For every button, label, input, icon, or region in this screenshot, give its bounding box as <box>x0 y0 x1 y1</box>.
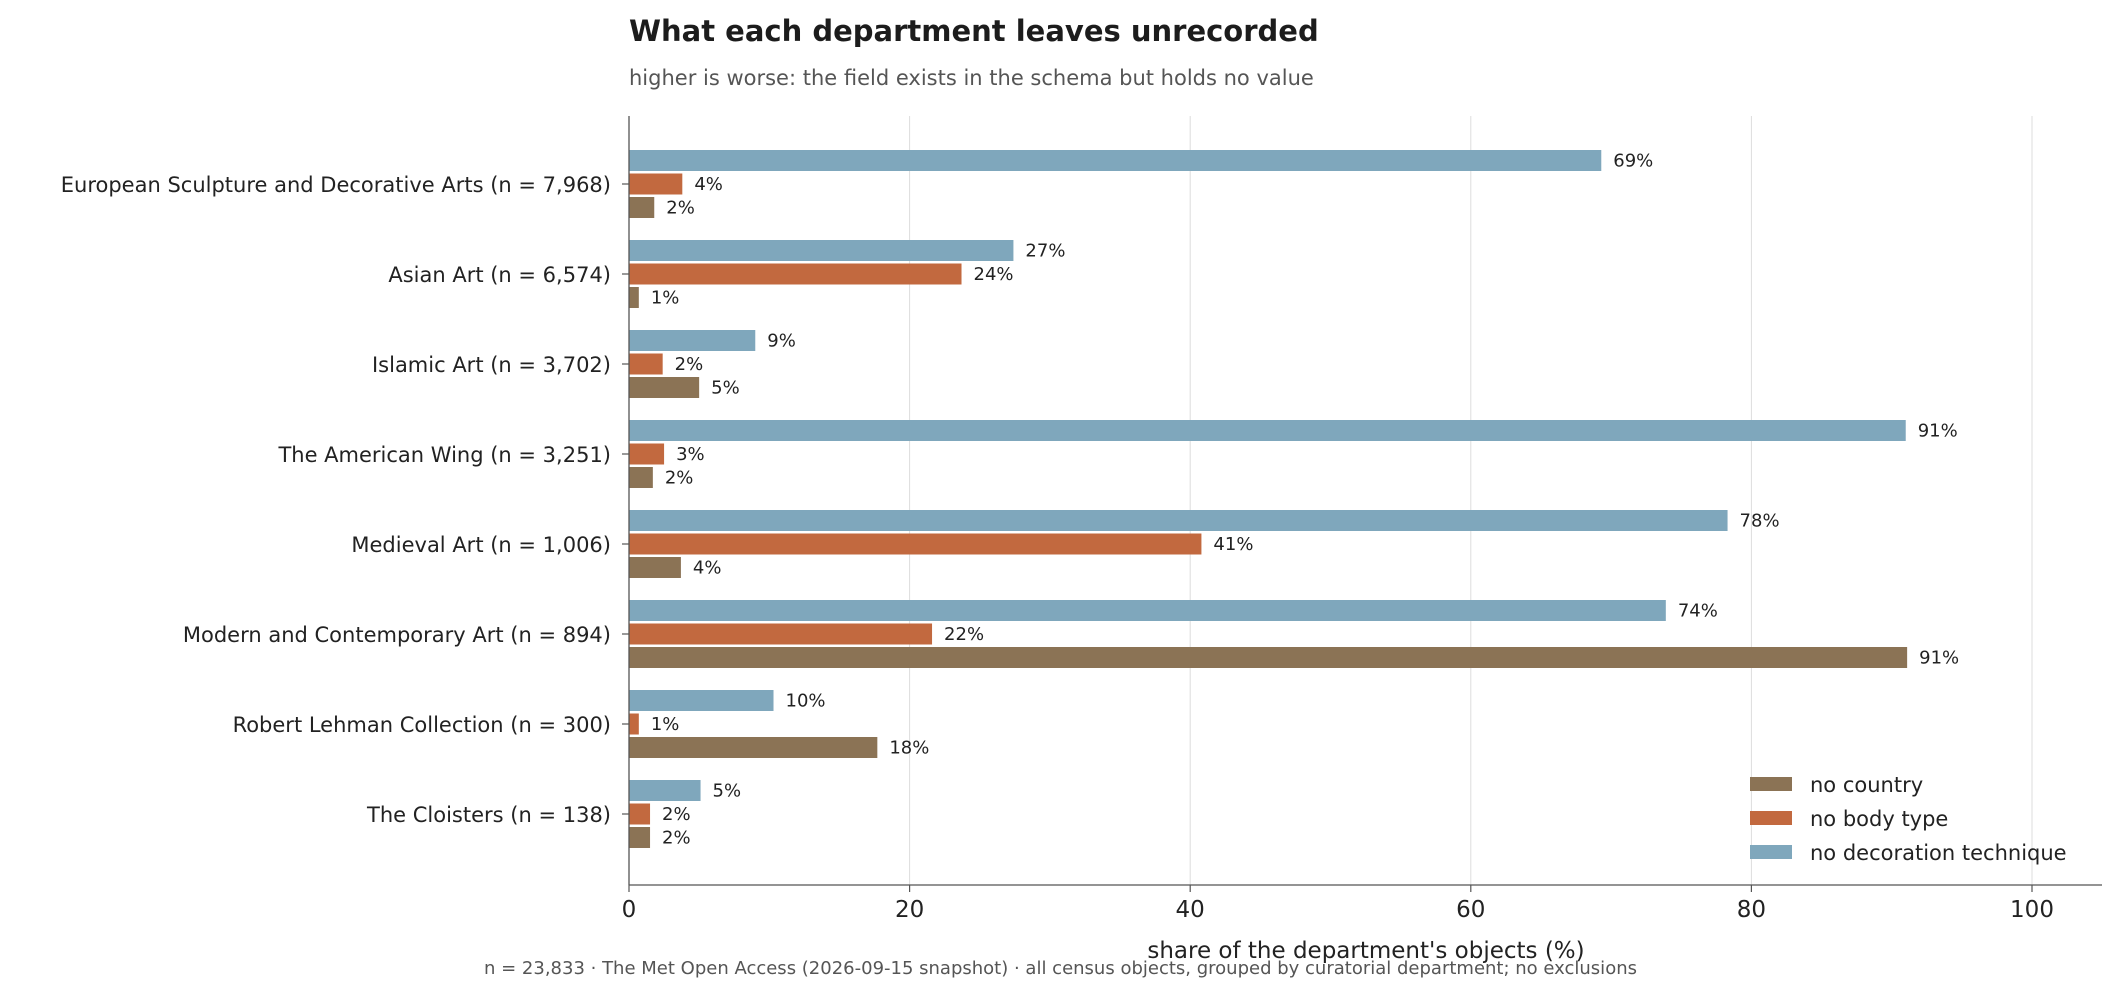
legend-label: no country <box>1810 773 1923 797</box>
category-label: Islamic Art (n = 3,702) <box>372 353 611 377</box>
value-label: 41% <box>1213 534 1253 555</box>
bar <box>629 287 639 308</box>
value-label: 2% <box>675 354 704 375</box>
x-tick-label: 100 <box>2010 897 2054 923</box>
axes: 0 20 40 60 80 100 share of the department's ob… <box>622 116 2102 964</box>
category-label: The Cloisters (n = 138) <box>366 803 611 827</box>
x-tick-label: 60 <box>1456 897 1485 923</box>
chart-title: What each department leaves unrecorded <box>629 14 1319 48</box>
value-label: 5% <box>711 378 740 399</box>
bar <box>629 377 700 398</box>
value-label: 69% <box>1613 151 1653 172</box>
value-label: 3% <box>676 444 705 465</box>
bar <box>629 557 681 578</box>
category-label: Modern and Contemporary Art (n = 894) <box>183 623 611 647</box>
bar <box>629 353 663 375</box>
value-label: 24% <box>974 264 1014 285</box>
chart-subtitle: higher is worse: the field exists in the… <box>629 66 1314 90</box>
bar <box>629 600 1666 621</box>
value-label: 2% <box>662 828 691 849</box>
x-tick-label: 0 <box>622 897 637 923</box>
bar <box>629 330 756 351</box>
gridlines <box>909 116 2033 885</box>
value-label: 2% <box>666 198 695 219</box>
x-tick-label: 80 <box>1737 897 1766 923</box>
category-label: Asian Art (n = 6,574) <box>388 263 611 287</box>
bar <box>629 173 683 195</box>
legend-swatch <box>1750 845 1792 859</box>
bar <box>629 827 651 848</box>
legend-swatch <box>1750 777 1792 791</box>
bar <box>629 263 962 285</box>
value-label: 22% <box>944 624 984 645</box>
value-label: 91% <box>1918 421 1958 442</box>
bar <box>629 150 1602 171</box>
bar <box>629 713 639 735</box>
category-labels: European Sculpture and Decorative Arts (… <box>61 173 611 827</box>
bars <box>629 150 1908 848</box>
bar <box>629 780 701 801</box>
value-label: 74% <box>1678 601 1718 622</box>
bar <box>629 647 1908 668</box>
legend-label: no decoration technique <box>1810 841 2067 865</box>
value-label: 27% <box>1025 241 1065 262</box>
value-label: 9% <box>767 331 796 352</box>
x-tick-label: 40 <box>1176 897 1205 923</box>
value-label: 91% <box>1919 648 1959 669</box>
legend: no country no body type no decoration tech… <box>1750 773 2067 865</box>
bar <box>629 240 1014 261</box>
bar <box>629 533 1202 555</box>
value-labels: 69% 4% 2% 27% 24% 1% 9% 2% 5% 91% 3% 2% 78% 41% 4% 74% 2… <box>651 151 1959 849</box>
x-tick-label: 20 <box>895 897 924 923</box>
chart-footer: n = 23,833 · The Met Open Access (2026-0… <box>483 958 1637 979</box>
bar <box>629 197 655 218</box>
bar <box>629 510 1728 531</box>
value-label: 1% <box>651 714 680 735</box>
bar <box>629 467 653 488</box>
value-label: 78% <box>1740 511 1780 532</box>
x-axis-label: share of the department's objects (%) <box>1147 938 1584 964</box>
value-label: 4% <box>694 174 723 195</box>
legend-label: no body type <box>1810 807 1948 831</box>
category-label: European Sculpture and Decorative Arts (… <box>61 173 611 197</box>
value-label: 2% <box>662 804 691 825</box>
bar <box>629 443 665 465</box>
bar <box>629 803 651 825</box>
legend-swatch <box>1750 811 1792 825</box>
bar <box>629 737 878 758</box>
bar <box>629 623 933 645</box>
value-label: 1% <box>651 288 680 309</box>
category-label: Robert Lehman Collection (n = 300) <box>233 713 611 737</box>
value-label: 18% <box>889 738 929 759</box>
value-label: 2% <box>665 468 694 489</box>
bar <box>629 690 774 711</box>
value-label: 4% <box>693 558 722 579</box>
value-label: 10% <box>786 691 826 712</box>
category-label: The American Wing (n = 3,251) <box>277 443 611 467</box>
bar <box>629 420 1906 441</box>
value-label: 5% <box>713 781 742 802</box>
category-label: Medieval Art (n = 1,006) <box>351 533 611 557</box>
